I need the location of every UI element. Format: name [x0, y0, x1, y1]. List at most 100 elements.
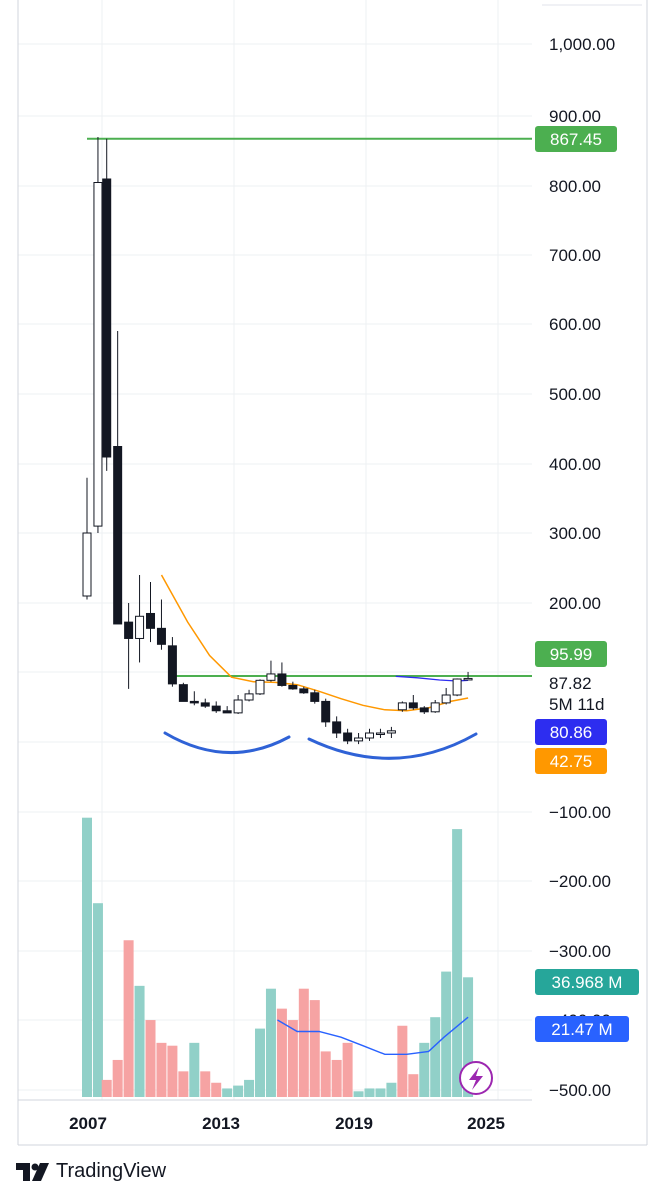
candle-body	[419, 707, 429, 713]
volume-bar	[408, 1074, 419, 1097]
volume-bar	[452, 829, 463, 1097]
candle-body	[93, 182, 103, 527]
volume-bar	[255, 1028, 266, 1097]
candle-body	[102, 178, 112, 458]
time-tick-label: 2025	[467, 1114, 505, 1133]
volume-tick-label: −200.00	[549, 872, 611, 891]
tradingview-logo[interactable]: TradingView	[16, 1160, 166, 1183]
volume-bar	[364, 1088, 375, 1097]
volume-bar	[320, 1051, 331, 1097]
volume-bar	[419, 1042, 430, 1097]
candle-body	[255, 679, 265, 695]
time-tick-label: 2013	[202, 1114, 240, 1133]
price-tag-95: 95.99	[550, 645, 593, 664]
price-labels: 867.45 95.99 80.86 42.75 87.82 5M 11d 36.968 M…	[535, 126, 639, 1042]
lightning-icon[interactable]	[459, 1061, 493, 1095]
candle-body	[310, 692, 320, 702]
volume-bar	[145, 1020, 156, 1097]
cup-arc-left	[163, 731, 291, 754]
candle-body	[397, 702, 407, 711]
cup-arc-right	[307, 732, 478, 760]
candle-body	[386, 730, 396, 734]
volume-bar	[353, 1091, 364, 1097]
time-axis[interactable]: 2007 2013 2019 2025	[69, 1114, 505, 1133]
candle-body	[113, 446, 123, 625]
candle-body	[178, 684, 188, 702]
candle-body	[266, 673, 276, 681]
price-axis[interactable]: 1,000.00 900.00 800.00 700.00 600.00 500.00 40…	[549, 35, 615, 613]
volume-bar	[397, 1025, 408, 1097]
candle-body	[408, 702, 418, 709]
volume-ma-line	[277, 1016, 469, 1056]
candle-body	[288, 684, 298, 690]
price-tag-ma-orange: 42.75	[550, 752, 593, 771]
volume-pane	[82, 817, 474, 1097]
time-tick-label: 2019	[335, 1114, 373, 1133]
candle-body	[146, 612, 156, 629]
candle-body	[430, 702, 440, 713]
candle-body	[375, 732, 385, 736]
volume-bar	[265, 988, 276, 1097]
candle-body	[321, 700, 331, 723]
volume-bar	[222, 1088, 233, 1097]
price-tick-label: 800.00	[549, 177, 601, 196]
candle-body	[343, 732, 353, 742]
volume-tick-label: −300.00	[549, 942, 611, 961]
price-tag-95-bg	[535, 641, 607, 667]
candle-body	[452, 678, 462, 696]
candle-body	[277, 673, 287, 686]
volume-bar	[430, 1017, 441, 1097]
volume-bar	[309, 1000, 320, 1097]
price-tick-label: 700.00	[549, 246, 601, 265]
volume-bar	[200, 1071, 211, 1097]
chart[interactable]: 1,000.00 900.00 800.00 700.00 600.00 500.00 40…	[0, 0, 666, 1160]
price-tick-label: 900.00	[549, 107, 601, 126]
candle-body	[463, 677, 473, 681]
volume-tag-bg	[535, 969, 639, 995]
tradingview-logo-icon	[16, 1162, 49, 1181]
lightning-glyph	[469, 1067, 483, 1090]
candle-body	[365, 732, 375, 739]
volume-ma-tag: 21.47 M	[551, 1020, 612, 1039]
candle-body	[354, 737, 364, 742]
price-tag-ma-blue: 80.86	[550, 723, 593, 742]
price-tick-label: 300.00	[549, 524, 601, 543]
price-tag-867: 867.45	[550, 130, 602, 149]
volume-tick-label: −100.00	[549, 803, 611, 822]
candle-body	[211, 705, 221, 712]
volume-bar	[276, 1008, 287, 1097]
brand-name: TradingView	[56, 1160, 167, 1182]
candles	[82, 137, 473, 745]
annotations	[163, 731, 478, 760]
last-price: 87.82	[549, 674, 592, 693]
volume-bar	[386, 1082, 397, 1097]
candle-body	[200, 702, 210, 707]
volume-bar	[92, 903, 103, 1097]
volume-bar	[82, 817, 92, 1097]
volume-bar	[287, 1020, 298, 1097]
price-tick-label: 600.00	[549, 315, 601, 334]
volume-ma-tag-bg	[535, 1016, 629, 1042]
volume-bar	[123, 940, 134, 1097]
volume-bar	[189, 1042, 200, 1097]
volume-bar	[441, 971, 452, 1097]
candle-body	[441, 694, 451, 704]
candle-body	[124, 621, 134, 639]
candle-body	[135, 615, 145, 639]
price-tag-ma-blue-bg	[535, 719, 607, 745]
volume-bar	[167, 1045, 178, 1097]
candle-body	[244, 693, 254, 701]
candle-body	[189, 700, 199, 704]
volume-bar	[244, 1079, 255, 1097]
price-tag-ma-orange-bg	[535, 748, 607, 774]
volume-bar	[211, 1082, 222, 1097]
candle-body	[332, 721, 342, 734]
candle-body	[299, 688, 309, 694]
time-tick-label: 2007	[69, 1114, 107, 1133]
volume-bar	[342, 1042, 353, 1097]
price-tick-label: 400.00	[549, 455, 601, 474]
volume-bar	[298, 988, 309, 1097]
volume-bar	[134, 985, 145, 1097]
volume-bar	[331, 1059, 342, 1097]
volume-bar	[156, 1042, 167, 1097]
